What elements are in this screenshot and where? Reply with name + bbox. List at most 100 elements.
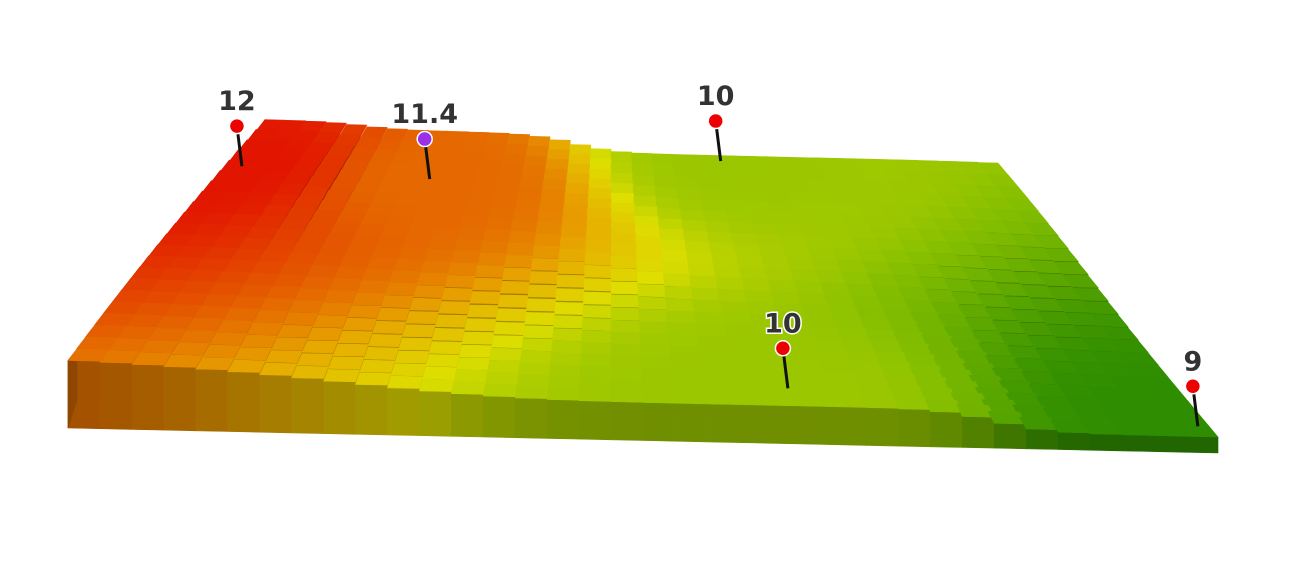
terrain-cell: [632, 174, 656, 188]
terrain-cell: [489, 347, 522, 361]
terrain-cell: [815, 349, 851, 363]
terrain-cell: [796, 382, 832, 396]
terrain-cell: [277, 218, 311, 232]
terrain-cell: [333, 266, 367, 280]
terrain-cell: [466, 195, 494, 209]
terrain-cell: [548, 364, 582, 378]
terrain-cell: [893, 396, 931, 410]
terrain-cell: [666, 310, 697, 324]
terrain-cell: [351, 292, 386, 306]
terrain-cell: [277, 263, 313, 277]
terrain-cell: [711, 253, 740, 267]
terrain-cell: [519, 350, 552, 364]
terrain-cell: [423, 249, 455, 263]
terrain-cell: [271, 274, 307, 288]
terrain-cell: [439, 141, 466, 155]
terrain-cell: [540, 189, 566, 203]
terrain-cell: [638, 309, 668, 323]
terrain-cell: [412, 285, 446, 299]
terrain-cell: [676, 187, 702, 201]
terrain-cell: [532, 245, 561, 259]
pin-value-label: 10: [764, 308, 802, 339]
terrain-cell: [474, 264, 505, 278]
terrain-cell: [493, 321, 526, 336]
terrain-cell: [874, 351, 910, 365]
terrain-cell: [804, 315, 838, 329]
terrain-cell: [485, 372, 519, 386]
terrain-cell: [706, 232, 735, 246]
terrain-cell: [327, 356, 365, 370]
terrain-cell: [610, 162, 633, 175]
terrain-cell: [759, 359, 794, 373]
terrain-cell: [631, 163, 655, 177]
pin-head: [1184, 378, 1202, 395]
terrain-cell: [318, 154, 349, 168]
terrain-cell-side: [1058, 431, 1091, 451]
terrain-cell: [524, 312, 555, 326]
terrain-cell: [208, 332, 248, 346]
terrain-cell: [311, 254, 345, 268]
terrain-cell-side: [1089, 433, 1123, 452]
terrain-cell: [390, 363, 427, 377]
terrain-cell: [299, 276, 335, 290]
pin-value-label: 10: [697, 81, 735, 112]
terrain-cell: [1014, 210, 1049, 224]
data-pin: 11.4: [390, 98, 460, 180]
terrain-cell: [464, 318, 497, 332]
terrain-cell: [518, 176, 545, 190]
terrain-cell: [347, 147, 377, 161]
terrain-cell: [460, 217, 489, 231]
terrain-cell: [801, 304, 834, 318]
terrain-cell: [671, 368, 705, 382]
terrain-cell: [725, 211, 753, 225]
terrain-cell: [700, 357, 733, 371]
terrain-cell: [518, 362, 551, 376]
terrain-cell: [558, 248, 586, 262]
terrain-cell: [270, 337, 308, 351]
terrain-cell: [741, 278, 772, 292]
data-pin: 10: [695, 80, 736, 162]
terrain-cell-side: [450, 393, 484, 438]
terrain-cell-side: [578, 400, 612, 441]
terrain-cell: [635, 236, 662, 250]
terrain-cell: [771, 212, 800, 226]
terrain-cell: [778, 234, 809, 248]
terrain-cell: [610, 268, 639, 282]
terrain-cell: [712, 155, 737, 169]
terrain-cell: [522, 325, 554, 339]
terrain-cell: [581, 330, 612, 344]
terrain-cell: [392, 258, 425, 272]
terrain-cell: [692, 300, 723, 314]
pin-head: [416, 130, 433, 148]
terrain-cell: [202, 344, 241, 358]
terrain-cell: [748, 211, 777, 226]
terrain-cell: [830, 394, 868, 408]
terrain-cell: [742, 189, 769, 203]
terrain-cell: [689, 275, 719, 289]
terrain-cell: [334, 169, 365, 182]
terrain-cell: [301, 340, 339, 354]
terrain-cell-side: [482, 395, 516, 439]
terrain-cell: [237, 237, 272, 251]
terrain-cell: [446, 184, 474, 198]
terrain-cell: [234, 203, 268, 217]
terrain-cell: [479, 240, 509, 254]
terrain-cell: [306, 327, 343, 341]
terrain-cell: [359, 359, 396, 373]
terrain-cell: [477, 252, 507, 266]
terrain-cell: [836, 327, 871, 342]
terrain-cell: [353, 137, 382, 151]
terrain-cell: [226, 214, 261, 228]
terrain-cell-side: [291, 377, 324, 434]
terrain-cell: [579, 365, 612, 379]
terrain-cell: [562, 203, 588, 217]
terrain-cell-side: [419, 390, 452, 437]
terrain-cell: [516, 374, 550, 388]
terrain-cell-side: [355, 384, 388, 436]
terrain-cell: [786, 257, 817, 271]
terrain-cell: [552, 328, 583, 342]
terrain-cell: [284, 207, 317, 221]
terrain-cell: [698, 188, 724, 202]
terrain-cell-side: [802, 405, 836, 446]
terrain-cell: [789, 359, 825, 373]
